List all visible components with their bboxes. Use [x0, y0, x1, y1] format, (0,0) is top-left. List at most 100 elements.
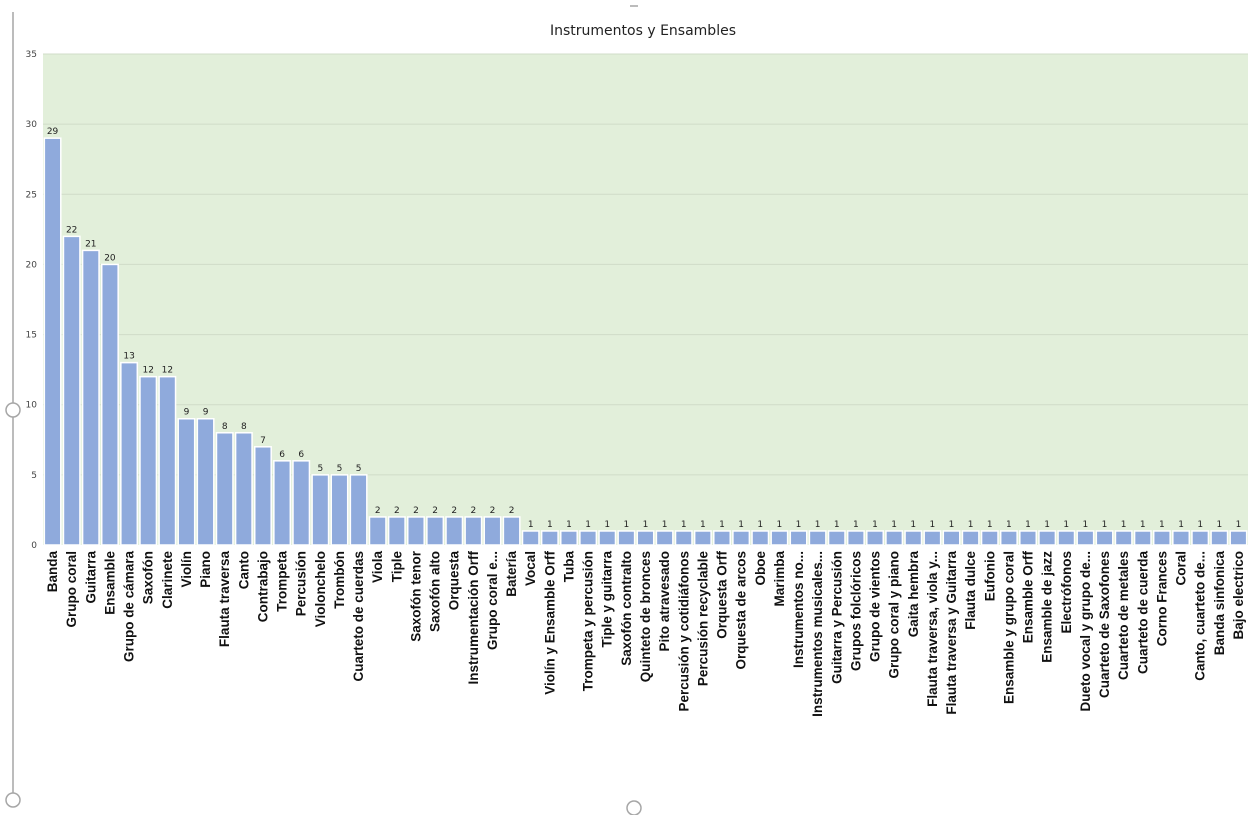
data-label: 1: [910, 520, 916, 530]
category-labels: Banda Grupo coral Guitarra Ensamble Grupo de…: [45, 550, 1246, 717]
bar: [349, 474, 368, 546]
data-label: 1: [968, 520, 974, 530]
data-label: 13: [123, 352, 134, 362]
category-label: Percusión: [294, 551, 309, 616]
category-label: Clarinete: [160, 551, 175, 609]
data-label: 1: [700, 520, 706, 530]
bar: [923, 530, 942, 546]
bar: [81, 249, 100, 546]
category-label: Saxofón: [141, 551, 156, 604]
category-label: Guitarra: [83, 551, 98, 604]
category-label: Saxofón contralto: [619, 551, 634, 666]
category-label: Contrabajo: [255, 551, 270, 622]
bar: [866, 530, 884, 546]
category-label: Tiple y guitarra: [600, 551, 615, 648]
category-label: Saxofón tenor: [408, 550, 423, 642]
category-label: Canto: [236, 551, 251, 589]
bar: [1191, 530, 1210, 546]
data-label: 1: [604, 520, 610, 530]
bar: [502, 516, 521, 546]
bar: [789, 530, 808, 546]
bar: [464, 516, 483, 546]
bar: [407, 516, 425, 546]
bar: [426, 516, 445, 546]
bar: [43, 137, 62, 546]
data-label: 1: [547, 520, 553, 530]
category-label: Flauta traversa, viola y...: [925, 551, 940, 707]
bar: [980, 530, 999, 546]
bar: [1057, 530, 1076, 546]
data-label: 1: [1025, 520, 1031, 530]
category-label: Canto, cuarteto de...: [1193, 551, 1208, 681]
bar: [636, 530, 655, 546]
y-tick-label: 10: [26, 401, 38, 411]
chart-title: Instrumentos y Ensambles: [550, 23, 736, 39]
bar: [770, 530, 789, 546]
data-label: 9: [203, 408, 209, 418]
category-label: Orquesta: [447, 551, 462, 611]
category-label: Flauta dulce: [963, 551, 978, 630]
category-label: Saxofón alto: [428, 551, 443, 632]
bar: [904, 530, 923, 546]
bar: [445, 516, 464, 546]
data-label: 1: [662, 520, 668, 530]
category-label: Eufonio: [982, 551, 997, 601]
category-label: Orquesta Orff: [715, 550, 730, 638]
category-label: Ensamble Orff: [1021, 551, 1036, 644]
data-label: 7: [260, 436, 266, 446]
resize-handle-left[interactable]: [5, 402, 21, 418]
category-label: Banda: [45, 551, 60, 593]
data-label: 8: [222, 422, 228, 432]
data-label: 1: [1159, 520, 1165, 530]
bar: [1076, 530, 1095, 546]
bar: [1038, 530, 1057, 546]
data-label: 1: [777, 520, 783, 530]
bar: [674, 530, 693, 546]
category-label: Pito atravesado: [657, 551, 672, 652]
category-label: Ensamble: [102, 551, 117, 615]
data-label: 22: [66, 225, 77, 235]
data-label: 1: [528, 520, 534, 530]
category-label: Gaita hembra: [906, 551, 921, 638]
bar: [234, 432, 253, 546]
category-label: Violonchelo: [313, 551, 328, 627]
data-label: 2: [394, 506, 400, 516]
data-label: 2: [413, 506, 419, 516]
bar: [273, 460, 292, 546]
resize-handle-bottom[interactable]: [626, 800, 642, 815]
data-label: 21: [85, 239, 96, 249]
category-label: Corno Frances: [1154, 551, 1169, 646]
data-label: 2: [375, 506, 381, 516]
bar: [120, 361, 139, 546]
data-label: 12: [162, 366, 173, 376]
bar: [942, 530, 961, 546]
category-label: Bajo electrico: [1231, 551, 1246, 640]
data-label: 8: [241, 422, 247, 432]
bar: [100, 263, 119, 546]
data-label: 1: [1197, 520, 1203, 530]
data-label: 1: [930, 520, 936, 530]
data-label: 1: [643, 520, 649, 530]
category-label: Quinteto de bronces: [638, 551, 653, 682]
bar: [961, 530, 980, 546]
category-label: Piano: [198, 551, 213, 588]
data-label: 12: [142, 366, 153, 376]
category-label: Instrumentos no...: [791, 551, 806, 668]
bar: [1172, 530, 1191, 546]
data-label: 2: [490, 506, 496, 516]
data-label: 1: [566, 520, 572, 530]
category-label: Banda sinfonica: [1212, 551, 1227, 656]
category-label: Oboe: [753, 551, 768, 586]
bar: [483, 516, 502, 546]
bar: [713, 530, 731, 546]
resize-handle-bottom-left[interactable]: [5, 792, 21, 808]
y-tick-label: 0: [31, 541, 37, 551]
y-tick-label: 35: [26, 50, 37, 60]
bar: [617, 530, 636, 546]
data-label: 2: [432, 506, 438, 516]
bar: [655, 530, 674, 546]
category-label: Violín y Ensamble Orff: [542, 551, 557, 695]
category-label: Violín: [179, 551, 194, 588]
data-label: 20: [104, 253, 116, 263]
